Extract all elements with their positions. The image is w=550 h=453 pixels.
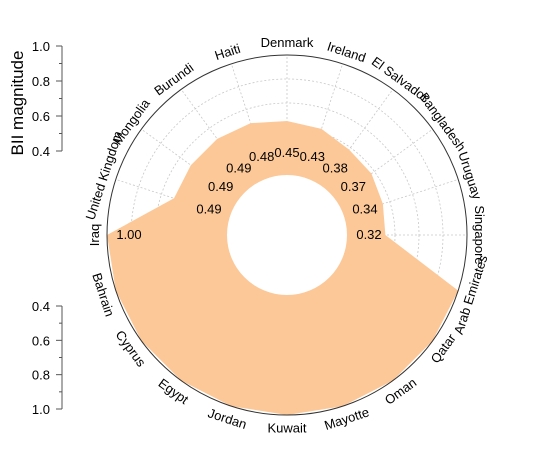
axis-tick-label: 1.0 [32, 39, 50, 54]
value-label: 0.45 [274, 145, 299, 160]
value-label: 0.34 [352, 202, 377, 217]
value-labels: 0.45 0.430.38 0.37 0.34 0.32 1.00 0.49 0.49 0.49… [116, 145, 381, 242]
value-label: 0.43 [300, 149, 325, 164]
value-label: 0.48 [249, 149, 274, 164]
category-label: Haiti [213, 41, 242, 63]
value-label: 0.37 [341, 179, 366, 194]
area-layer [107, 121, 459, 415]
value-label: 0.32 [356, 227, 381, 242]
value-label: 0.49 [226, 161, 251, 176]
axis-tick-label: 0.8 [32, 74, 50, 89]
value-label: 0.49 [196, 202, 221, 217]
bii-area [107, 121, 459, 415]
axis-tick-label: 0.6 [32, 333, 50, 348]
category-label: Burundi [151, 60, 196, 99]
category-label: Kuwait [267, 421, 306, 436]
axis-tick-label: 1.0 [32, 402, 50, 417]
outer-ring [106, 54, 468, 416]
category-label: Uruguay [455, 150, 485, 202]
category-label: Ireland [325, 39, 367, 66]
value-label: 0.38 [323, 161, 348, 176]
y-axis-title: BII magnitude [8, 51, 27, 156]
axis-tick-label: 0.8 [32, 368, 50, 383]
axis-layer: 1.0 0.8 0.6 0.4 0.4 0.6 0.8 1.0 [32, 39, 63, 417]
category-label: Mayotte [322, 404, 371, 433]
category-label: Denmark [261, 35, 314, 50]
category-label: Bahrain [89, 271, 117, 318]
category-label: Singapore [472, 205, 487, 264]
axis-tick-label: 0.4 [32, 299, 50, 314]
axis-tick-label: 0.6 [32, 109, 50, 124]
value-label: 0.49 [208, 179, 233, 194]
category-label: Iraq [87, 224, 102, 246]
outline-layer [106, 54, 468, 416]
value-label: 1.00 [116, 227, 141, 242]
axis-tick-label: 0.4 [32, 144, 50, 159]
